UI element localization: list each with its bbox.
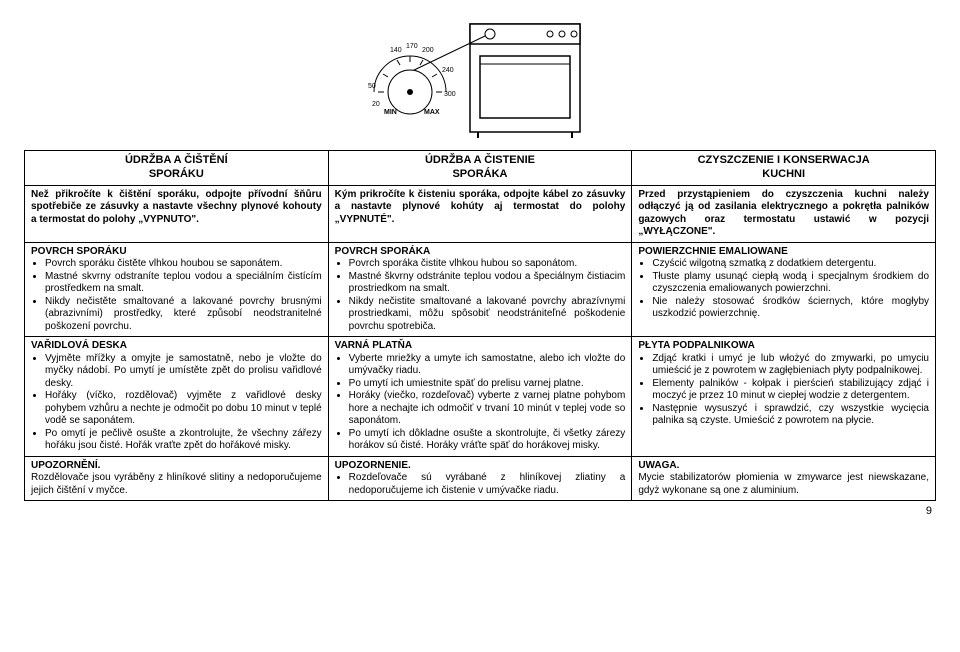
- col2-r2-list: Povrch sporáka čistite vlhkou hubou so s…: [335, 258, 626, 333]
- col1-r3-b1: Vyjměte mřížky a omyjte je samostatně, n…: [45, 353, 322, 391]
- col1-row2: POVRCH SPORÁKU Povrch sporáku čistěte vl…: [25, 242, 329, 337]
- col3-row3: PŁYTA PODPALNIKOWA Zdjąć kratki i umyć j…: [632, 337, 936, 457]
- col2-r1-text: Kým prikročíte k čisteniu sporáka, odpoj…: [335, 189, 626, 227]
- col1-r4-title: UPOZORNĚNÍ.: [31, 460, 322, 473]
- col3-row1: Przed przystąpieniem do czyszczenia kuch…: [632, 185, 936, 242]
- col1-header-l2: SPORÁKU: [31, 168, 322, 182]
- oven-diagram: 20 50 MIN 140 170 200 240 300 MAX: [24, 12, 936, 142]
- col2-r3-b3: Horáky (viečko, rozdeľovač) vyberte z va…: [349, 390, 626, 428]
- dial-label-300: 300: [444, 91, 456, 98]
- col2-r3-title: VARNÁ PLATŇA: [335, 340, 626, 353]
- col1-r2-title: POVRCH SPORÁKU: [31, 246, 322, 259]
- dial-label-240: 240: [442, 67, 454, 74]
- col1-r4-text: Rozdělovače jsou vyráběny z hliníkové sl…: [31, 472, 322, 497]
- page-number: 9: [24, 505, 936, 517]
- dial-label-50: 50: [368, 83, 376, 90]
- col3-r2-b1: Czyścić wilgotną szmatką z dodatkiem det…: [652, 258, 929, 271]
- col3-r3-b2: Elementy palników - kołpak i pierścień s…: [652, 378, 929, 403]
- col2-r2-title: POVRCH SPORÁKA: [335, 246, 626, 259]
- col3-r2-title: POWIERZCHNIE EMALIOWANE: [638, 246, 929, 259]
- col2-row2: POVRCH SPORÁKA Povrch sporáka čistite vl…: [328, 242, 632, 337]
- dial-label-min: MIN: [384, 109, 397, 116]
- col3-r3-list: Zdjąć kratki i umyć je lub włożyć do zmy…: [638, 353, 929, 428]
- col3-r1-text: Przed przystąpieniem do czyszczenia kuch…: [638, 189, 929, 239]
- col2-row1: Kým prikročíte k čisteniu sporáka, odpoj…: [328, 185, 632, 242]
- col2-r2-b1: Povrch sporáka čistite vlhkou hubou so s…: [349, 258, 626, 271]
- col2-r3-b2: Po umytí ich umiestnite späť do prelisu …: [349, 378, 626, 391]
- dial-label-20: 20: [372, 101, 380, 108]
- col1-header-l1: ÚDRŽBA A ČIŠTĚNÍ: [31, 154, 322, 168]
- col2-r3-b1: Vyberte mriežky a umyte ich samostatne, …: [349, 353, 626, 378]
- col3-r2-b2: Tłuste plamy usunąć ciepłą wodą i specja…: [652, 271, 929, 296]
- col3-r3-b1: Zdjąć kratki i umyć je lub włożyć do zmy…: [652, 353, 929, 378]
- col1-r2-b2: Mastné skvrny odstraníte teplou vodou a …: [45, 271, 322, 296]
- col2-r3-b4: Po umytí ich dôkladne osušte a skontrolu…: [349, 428, 626, 453]
- col1-r2-b3: Nikdy nečistěte smaltované a lakované po…: [45, 296, 322, 334]
- col1-row3: VAŘIDLOVÁ DESKA Vyjměte mřížky a omyjte …: [25, 337, 329, 457]
- col1-r1-text: Než přikročíte k čištění sporáku, odpojt…: [31, 189, 322, 227]
- col2-row3: VARNÁ PLATŇA Vyberte mriežky a umyte ich…: [328, 337, 632, 457]
- col2-header-l1: ÚDRŽBA A ČISTENIE: [335, 154, 626, 168]
- col3-r2-list: Czyścić wilgotną szmatką z dodatkiem det…: [638, 258, 929, 321]
- col3-header: CZYSZCZENIE I KONSERWACJA KUCHNI: [632, 151, 936, 186]
- col2-header-l2: SPORÁKA: [335, 168, 626, 182]
- col1-r3-b2: Hořáky (víčko, rozdělovač) vyjměte z vař…: [45, 390, 322, 428]
- col1-r3-list: Vyjměte mřížky a omyjte je samostatně, n…: [31, 353, 322, 453]
- dial-label-200: 200: [422, 47, 434, 54]
- col1-row1: Než přikročíte k čištění sporáku, odpojt…: [25, 185, 329, 242]
- dial-label-140: 140: [390, 47, 402, 54]
- col1-r2-list: Povrch sporáku čistěte vlhkou houbou se …: [31, 258, 322, 333]
- dial-label-max: MAX: [424, 109, 440, 116]
- col3-row4: UWAGA. Mycie stabilizatorów płomienia w …: [632, 456, 936, 501]
- col3-r2-b3: Nie należy stosować środków ściernych, k…: [652, 296, 929, 321]
- col2-r2-b2: Mastné škvrny odstránite teplou vodou a …: [349, 271, 626, 296]
- col2-r4-title: UPOZORNENIE.: [335, 460, 626, 473]
- dial-label-170: 170: [406, 43, 418, 50]
- col2-header: ÚDRŽBA A ČISTENIE SPORÁKA: [328, 151, 632, 186]
- content-table: ÚDRŽBA A ČIŠTĚNÍ SPORÁKU ÚDRŽBA A ČISTEN…: [24, 150, 936, 501]
- col1-r2-b1: Povrch sporáku čistěte vlhkou houbou se …: [45, 258, 322, 271]
- col1-header: ÚDRŽBA A ČIŠTĚNÍ SPORÁKU: [25, 151, 329, 186]
- col1-r3-b3: Po omytí je pečlivě osušte a zkontrolujt…: [45, 428, 322, 453]
- col3-header-l1: CZYSZCZENIE I KONSERWACJA: [638, 154, 929, 168]
- col3-row2: POWIERZCHNIE EMALIOWANE Czyścić wilgotną…: [632, 242, 936, 337]
- col3-r4-title: UWAGA.: [638, 460, 929, 473]
- col2-r2-b3: Nikdy nečistite smaltované a lakované po…: [349, 296, 626, 334]
- col2-r4-b1: Rozdeľovače sú vyrábané z hliníkovej zli…: [349, 472, 626, 497]
- col2-r4-list: Rozdeľovače sú vyrábané z hliníkovej zli…: [335, 472, 626, 497]
- oven-svg: 20 50 MIN 140 170 200 240 300 MAX: [350, 12, 610, 142]
- col1-row4: UPOZORNĚNÍ. Rozdělovače jsou vyráběny z …: [25, 456, 329, 501]
- col2-r3-list: Vyberte mriežky a umyte ich samostatne, …: [335, 353, 626, 453]
- col1-r3-title: VAŘIDLOVÁ DESKA: [31, 340, 322, 353]
- col2-row4: UPOZORNENIE. Rozdeľovače sú vyrábané z h…: [328, 456, 632, 501]
- col3-header-l2: KUCHNI: [638, 168, 929, 182]
- col3-r3-b3: Następnie wysuszyć i sprawdzić, czy wszy…: [652, 403, 929, 428]
- col3-r3-title: PŁYTA PODPALNIKOWA: [638, 340, 929, 353]
- col3-r4-text: Mycie stabilizatorów płomienia w zmywarc…: [638, 472, 929, 497]
